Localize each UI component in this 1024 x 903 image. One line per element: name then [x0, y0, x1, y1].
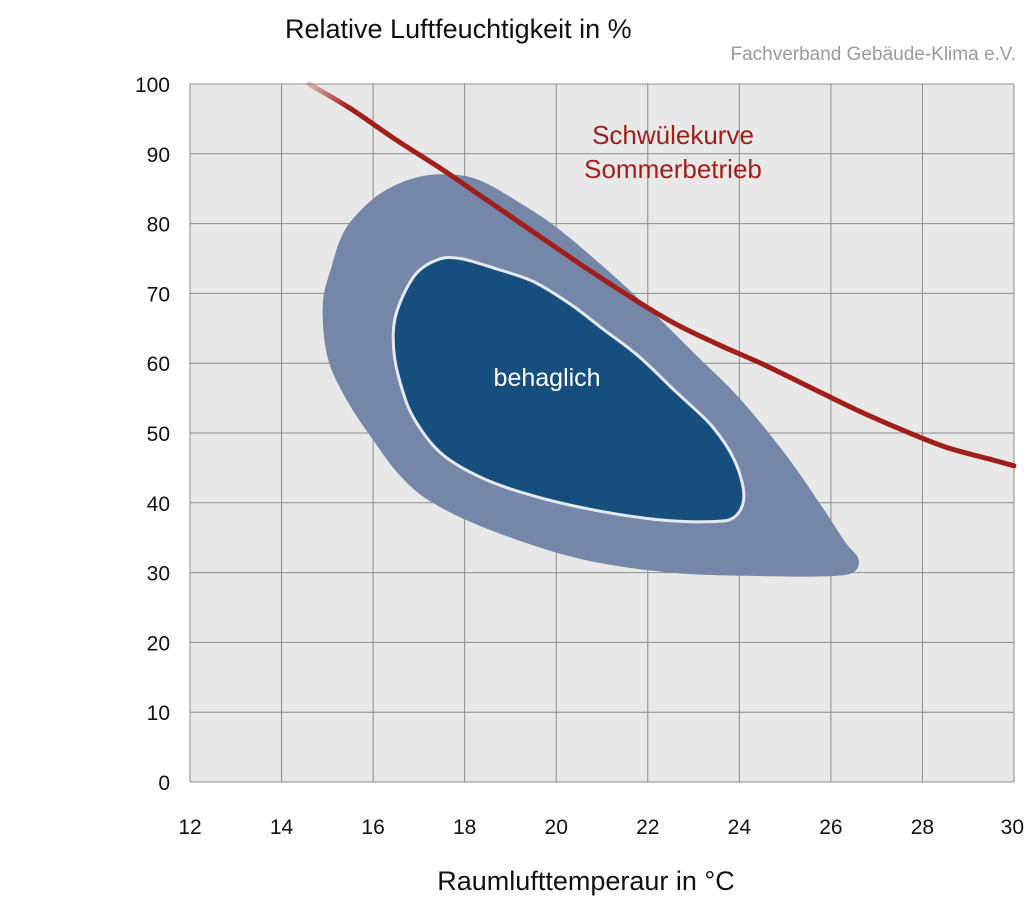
y-axis-ticks: 0 10 20 30 40 50 60 70 80 90 100: [135, 74, 170, 795]
y-tick-label-100: 100: [135, 74, 170, 97]
y-tick-label-80: 80: [147, 214, 170, 237]
comfort-regions: [322, 174, 859, 577]
y-tick-label-30: 30: [147, 563, 170, 586]
y-tick-label-10: 10: [147, 702, 170, 725]
x-tick-label-24: 24: [728, 816, 752, 839]
y-tick-label-0: 0: [158, 772, 170, 795]
inner-comfort-zone: [391, 256, 746, 524]
x-tick-label-20: 20: [545, 816, 568, 839]
behaglich-label: behaglich: [494, 364, 601, 392]
annotations: Schwülekurve Sommerbetrieb behaglich: [494, 120, 762, 392]
source-credit: Fachverband Gebäude-Klima e.V.: [730, 44, 1016, 65]
schwuelekurve-line: [306, 81, 1017, 469]
x-axis-ticks: 12 14 16 18 20 22 24 26 28 30: [178, 816, 1024, 839]
y-tick-label-50: 50: [147, 423, 170, 446]
x-tick-label-28: 28: [911, 816, 934, 839]
curve-label-line-1: Schwülekurve: [592, 120, 754, 150]
x-tick-label-16: 16: [361, 816, 384, 839]
y-tick-label-70: 70: [147, 283, 170, 306]
y-axis-title: Relative Luftfeuchtigkeit in %: [285, 14, 632, 44]
x-tick-label-18: 18: [453, 816, 476, 839]
x-tick-label-12: 12: [178, 816, 201, 839]
x-tick-label-22: 22: [636, 816, 659, 839]
curve-label-line-2: Sommerbetrieb: [584, 154, 762, 184]
y-tick-label-40: 40: [147, 493, 170, 516]
x-tick-label-30: 30: [1001, 816, 1024, 839]
x-tick-label-14: 14: [270, 816, 294, 839]
x-tick-label-26: 26: [819, 816, 842, 839]
y-tick-label-20: 20: [147, 632, 170, 655]
series-layer: [306, 81, 1017, 469]
y-tick-label-90: 90: [147, 144, 170, 167]
y-tick-label-60: 60: [147, 353, 170, 376]
x-axis-title: Raumlufttemperaur in °C: [437, 866, 735, 896]
